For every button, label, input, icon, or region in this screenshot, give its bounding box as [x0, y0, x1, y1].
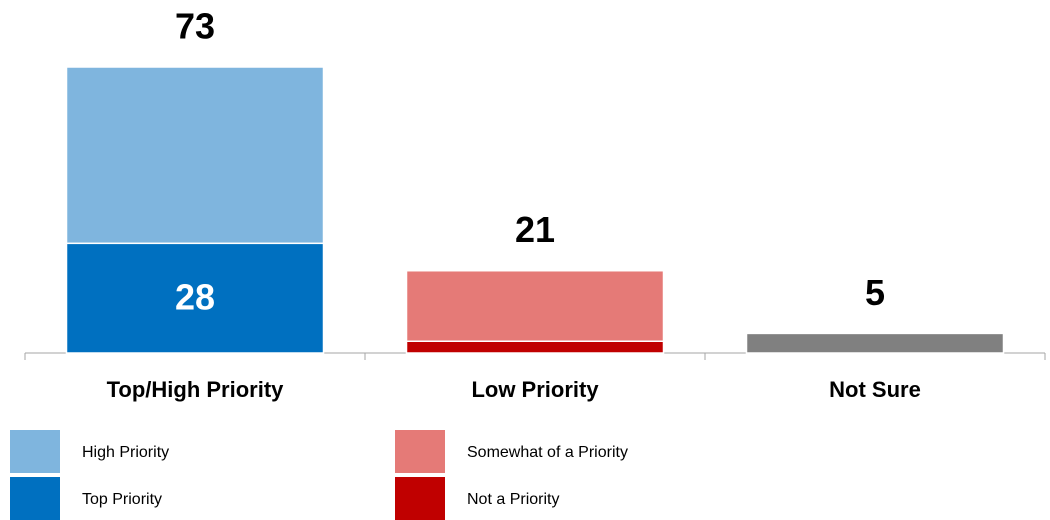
legend-label: Top Priority: [82, 491, 162, 508]
x-tick-label: Top/High Priority: [107, 377, 285, 402]
legend-swatch: [395, 430, 445, 473]
legend-swatch: [10, 477, 60, 520]
segment-label: 28: [175, 277, 215, 318]
x-tick-label: Low Priority: [471, 377, 599, 402]
legend-label: Not a Priority: [467, 491, 559, 508]
legend-swatch: [395, 477, 445, 520]
legend-label: High Priority: [82, 444, 169, 461]
x-tick-label: Not Sure: [829, 377, 921, 402]
bar-segment: [405, 340, 665, 354]
legend-label: Somewhat of a Priority: [467, 444, 628, 461]
bar-segment: [405, 269, 665, 342]
total-label: 5: [865, 272, 885, 313]
total-label: 73: [175, 6, 215, 47]
bar-segment: [65, 242, 325, 354]
bar-segment: [65, 66, 325, 245]
total-label: 21: [515, 209, 555, 250]
legend-swatch: [10, 430, 60, 473]
bar-segment: [745, 332, 1005, 354]
